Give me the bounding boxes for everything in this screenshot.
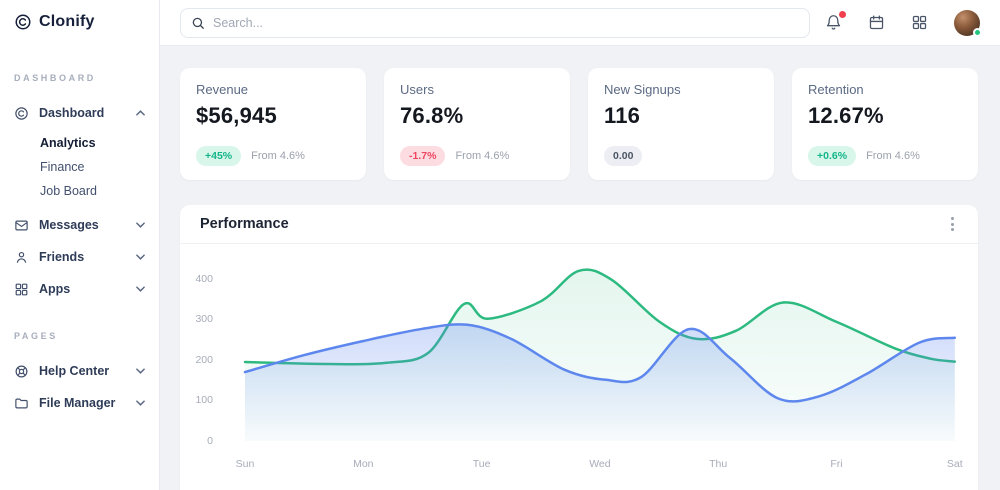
grid-icon [14,282,29,297]
sidebar-item-help-center[interactable]: Help Center [0,355,159,387]
notifications-button[interactable] [825,11,846,31]
chevron-up-icon [136,110,145,116]
stat-note: From 4.6% [455,150,510,162]
x-axis-label: Fri [830,458,843,470]
x-axis-label: Sat [946,458,963,470]
sidebar-item-apps[interactable]: Apps [0,273,159,305]
dashboard-icon [14,106,29,121]
stat-card-revenue: Revenue $56,945 +45% From 4.6% [180,68,366,180]
stat-title: Revenue [196,82,249,97]
clonify-mark-icon [14,13,32,31]
stat-card-new-signups: New Signups 116 0.00 [588,68,774,180]
main-area: Revenue $56,945 +45% From 4.6% Users 76.… [160,0,1000,490]
mail-icon [14,218,29,233]
calendar-button[interactable] [868,14,885,31]
notification-badge [839,11,846,18]
stat-title: Retention [808,82,864,97]
stat-note: From 4.6% [251,150,305,162]
panel-title: Performance [200,216,289,232]
x-axis-label: Wed [589,458,611,470]
y-axis-tick: 300 [195,313,213,325]
topbar-actions [825,9,982,37]
brand-name: Clonify [39,13,95,30]
sidebar-nav: Dashboard Analytics Finance Job Board Me… [0,97,159,305]
x-axis-label: Sun [235,458,255,470]
section-label-pages: PAGES [14,331,58,341]
search-box[interactable] [180,7,810,38]
trend-badge: +45% [196,146,242,166]
trend-badge: -1.7% [400,146,446,166]
sidebar-item-label: Friends [39,250,85,264]
online-status-dot [973,27,982,37]
trend-badge: +0.6% [808,146,857,166]
sidebar-item-label: Messages [39,218,99,232]
sidebar-item-file-manager[interactable]: File Manager [0,387,159,419]
chevron-down-icon [136,368,145,374]
x-axis-label: Mon [353,458,374,470]
stat-value: $56,945 [196,103,277,128]
sidebar-subitem-job-board[interactable]: Job Board [40,184,97,198]
stats-row: Revenue $56,945 +45% From 4.6% Users 76.… [180,68,978,180]
stat-value: 76.8% [400,103,464,128]
y-axis-tick: 0 [207,434,213,447]
stat-card-retention: Retention 12.67% +0.6% From 4.6% [792,68,978,180]
sidebar-item-label: Apps [39,282,71,296]
stat-title: Users [400,82,434,97]
topbar [160,0,1000,46]
sidebar-subitem-analytics[interactable]: Analytics [40,136,96,150]
performance-panel: Performance [180,205,978,490]
sidebar-item-messages[interactable]: Messages [0,209,159,241]
stat-title: New Signups [604,82,681,97]
search-icon [191,16,205,30]
sidebar-item-label: Dashboard [39,106,105,120]
sidebar-item-label: File Manager [39,396,116,410]
user-icon [14,250,29,265]
area-chart-canvas [243,268,957,441]
sidebar-subitem-finance[interactable]: Finance [40,160,85,174]
sidebar-item-dashboard[interactable]: Dashboard [0,97,159,129]
stat-value: 12.67% [808,103,884,128]
stat-note: From 4.6% [866,150,920,162]
page-content: Revenue $56,945 +45% From 4.6% Users 76.… [160,46,1000,490]
dashboard-submenu: Analytics Finance Job Board [0,129,159,209]
performance-chart: 0 100 200 300 400 Sun Mon Tue Wed Thu Fri Sat [180,244,978,490]
chevron-down-icon [136,400,145,406]
bell-icon [825,14,842,31]
folder-icon [14,396,29,411]
stat-value: 116 [604,103,641,128]
trend-badge: 0.00 [604,146,643,166]
sidebar-item-label: Help Center [39,364,110,378]
search-input[interactable] [213,15,799,30]
sidebar: Clonify DASHBOARD Dashboard Analytics Fi… [0,0,160,490]
kebab-menu-icon[interactable] [947,213,958,235]
life-buoy-icon [14,364,29,379]
blue-series-area [245,324,955,441]
y-axis-tick: 200 [195,353,213,366]
user-menu[interactable] [954,9,982,37]
x-axis-label: Tue [472,458,491,470]
sidebar-item-friends[interactable]: Friends [0,241,159,273]
y-axis-tick: 100 [195,394,213,406]
sidebar-nav-pages: Help Center File Manager [0,355,159,419]
apps-grid-button[interactable] [911,14,928,31]
stat-card-users: Users 76.8% -1.7% From 4.6% [384,68,570,180]
chevron-down-icon [136,222,145,228]
x-axis-label: Thu [709,458,728,470]
chevron-down-icon [136,286,145,292]
section-label-dashboard: DASHBOARD [14,73,96,83]
apps-grid-icon [911,14,928,31]
chevron-down-icon [136,254,145,260]
blue-series-line [243,323,957,403]
brand-logo[interactable]: Clonify [0,0,159,31]
y-axis-tick: 400 [195,272,213,285]
calendar-icon [868,14,885,31]
